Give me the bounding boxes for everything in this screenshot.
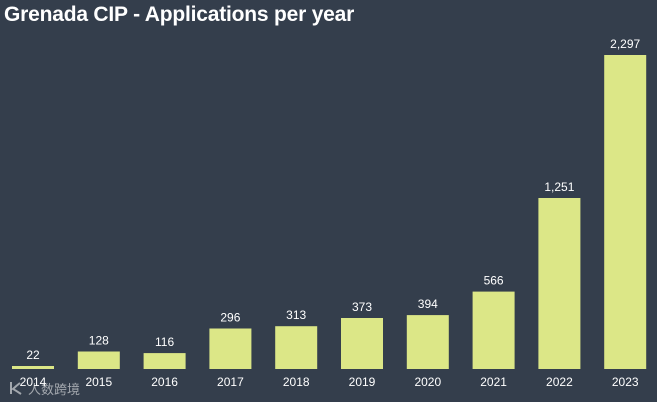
value-label-2015: 128	[89, 334, 109, 348]
bar-2015	[77, 351, 120, 369]
k-logo-icon	[10, 382, 22, 395]
value-label-2018: 313	[286, 308, 306, 322]
value-label-2016: 116	[155, 335, 174, 349]
value-label-2023: 2,297	[610, 37, 640, 51]
x-tick-label-2016: 2016	[151, 375, 178, 389]
bar-2022	[538, 198, 581, 369]
watermark: 人数跨境	[8, 378, 80, 398]
bar-2014	[12, 366, 54, 369]
x-tick-label-2014: 2014	[20, 375, 47, 389]
x-tick-label-2020: 2020	[414, 375, 441, 389]
bar-2020	[406, 315, 449, 369]
bar-2018	[275, 326, 318, 369]
watermark-text: 人数跨境	[28, 382, 81, 398]
x-tick-label-2021: 2021	[480, 375, 507, 389]
value-label-2021: 566	[484, 274, 504, 288]
x-tick-label-2019: 2019	[349, 375, 376, 389]
value-label-2022: 1,251	[544, 180, 574, 194]
value-label-2014: 22	[26, 348, 40, 362]
value-label-2017: 296	[220, 311, 240, 325]
x-tick-label-2022: 2022	[546, 375, 573, 389]
bar-2023	[604, 55, 647, 369]
value-label-2019: 373	[352, 300, 372, 314]
bar-2016	[143, 353, 186, 369]
x-tick-label-2017: 2017	[217, 375, 244, 389]
x-tick-label-2023: 2023	[612, 375, 639, 389]
chart-title: Grenada CIP - Applications per year	[4, 3, 355, 26]
x-tick-label-2018: 2018	[283, 375, 310, 389]
x-tick-label-2015: 2015	[85, 375, 112, 389]
bar-2019	[341, 318, 383, 369]
bar-2021	[472, 291, 515, 369]
bar-2017	[209, 328, 252, 369]
value-label-2020: 394	[418, 297, 438, 311]
